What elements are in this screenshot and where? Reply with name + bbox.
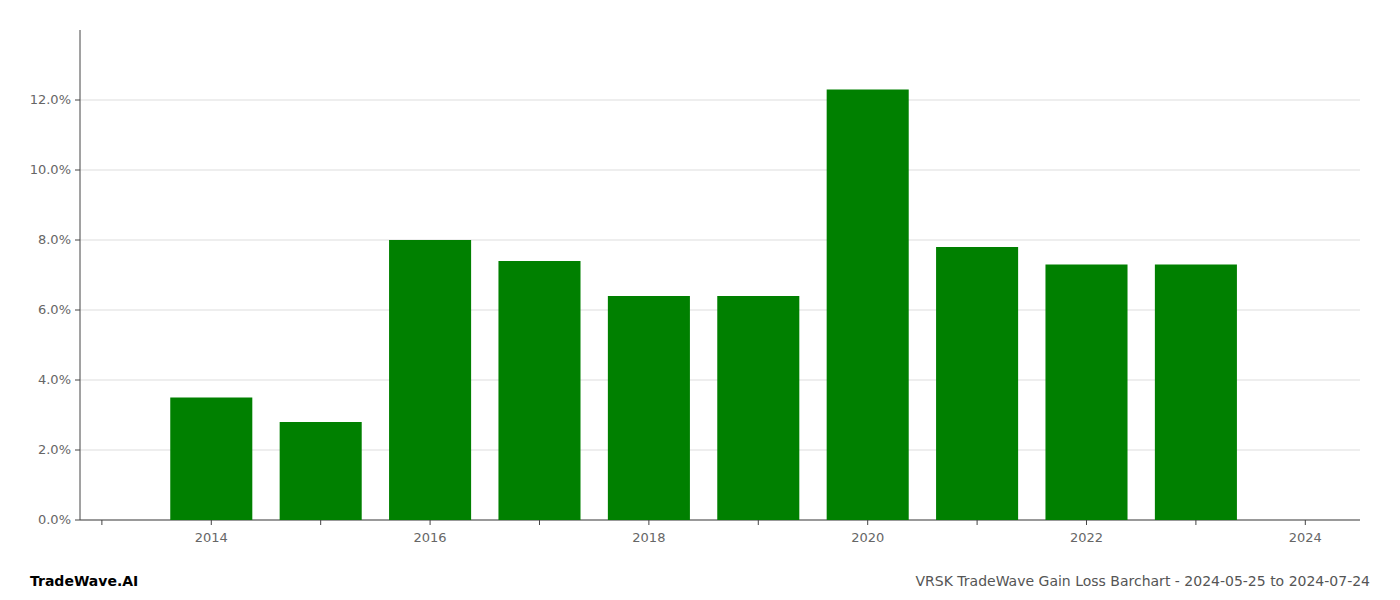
- x-tick: [867, 520, 868, 525]
- x-tick: [758, 520, 759, 525]
- y-axis-line: [80, 30, 81, 520]
- y-tick: [75, 310, 80, 311]
- y-tick-label: 6.0%: [38, 302, 71, 317]
- y-tick-label: 12.0%: [30, 92, 71, 107]
- bar: [608, 296, 690, 520]
- x-tick-label: 2020: [851, 530, 884, 545]
- bar: [389, 240, 471, 520]
- x-tick-label: 2016: [414, 530, 447, 545]
- grid-line: [80, 240, 1360, 241]
- y-tick: [75, 450, 80, 451]
- x-tick: [977, 520, 978, 525]
- x-tick: [648, 520, 649, 525]
- x-tick: [1195, 520, 1196, 525]
- y-tick-label: 2.0%: [38, 442, 71, 457]
- x-tick-label: 2022: [1070, 530, 1103, 545]
- x-tick: [1305, 520, 1306, 525]
- x-tick-label: 2014: [195, 530, 228, 545]
- y-grid: [80, 100, 1360, 520]
- x-tick: [1086, 520, 1087, 525]
- bars: [170, 90, 1237, 521]
- x-tick: [101, 520, 102, 525]
- bar: [717, 296, 799, 520]
- x-tick: [211, 520, 212, 525]
- bar: [936, 247, 1018, 520]
- grid-line: [80, 170, 1360, 171]
- x-tick-label: 2018: [632, 530, 665, 545]
- y-tick: [75, 100, 80, 101]
- grid-line: [80, 100, 1360, 101]
- x-tick: [430, 520, 431, 525]
- y-tick: [75, 380, 80, 381]
- y-tick: [75, 520, 80, 521]
- y-tick-label: 10.0%: [30, 162, 71, 177]
- bar: [498, 261, 580, 520]
- y-tick-label: 8.0%: [38, 232, 71, 247]
- chart: 0.0% 2.0% 4.0% 6.0% 8.0% 10.0% 12.0% 2014 2016 20…: [0, 0, 1400, 600]
- y-tick-label: 0.0%: [38, 512, 71, 527]
- axes: 0.0% 2.0% 4.0% 6.0% 8.0% 10.0% 12.0% 2014 2016 20…: [30, 30, 1360, 545]
- bar: [1045, 265, 1127, 521]
- x-tick: [320, 520, 321, 525]
- footer-left: TradeWave.AI: [30, 573, 138, 589]
- bar: [280, 422, 362, 520]
- x-tick: [539, 520, 540, 525]
- bar: [1155, 265, 1237, 521]
- x-tick-label: 2024: [1289, 530, 1322, 545]
- bar: [827, 90, 909, 521]
- y-tick: [75, 170, 80, 171]
- bar: [170, 398, 252, 521]
- footer-right: VRSK TradeWave Gain Loss Barchart - 2024…: [916, 573, 1371, 589]
- y-tick: [75, 240, 80, 241]
- y-tick-label: 4.0%: [38, 372, 71, 387]
